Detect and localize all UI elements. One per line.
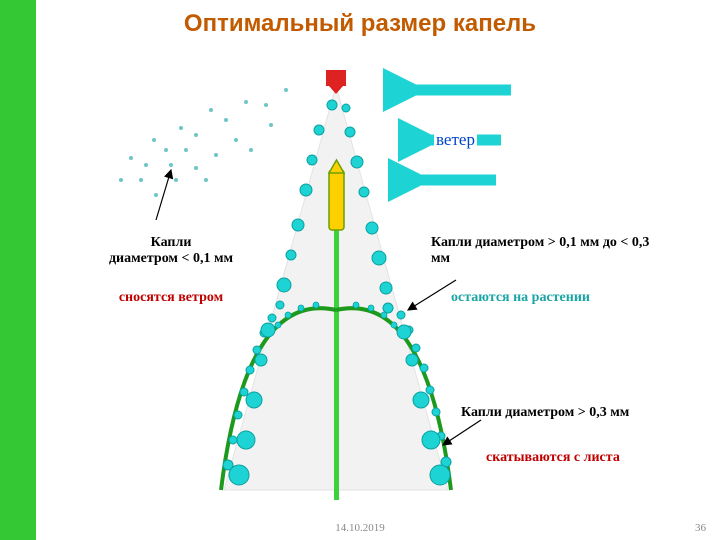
label-small-line1: Капли: [151, 235, 192, 250]
label-small-drops: Капли диаметром < 0,1 мм: [96, 235, 246, 267]
label-large-effect: скатываются с листа: [486, 450, 620, 466]
label-small-line2: диаметром < 0,1 мм: [109, 251, 233, 266]
label-medium-effect: остаются на растении: [451, 290, 590, 306]
footer-date: 14.10.2019: [0, 522, 720, 534]
label-large-drops: Капли диаметром > 0,3 мм: [461, 405, 701, 421]
label-small-effect: сносятся ветром: [111, 290, 231, 306]
slide-number: 36: [695, 522, 706, 534]
label-medium-drops: Капли диаметром > 0,1 мм до < 0,3 мм: [431, 235, 651, 267]
diagram-stage: ветер Капли диаметром < 0,1 мм сносятся …: [36, 50, 720, 510]
diagram-svg: [36, 50, 720, 510]
page-title: Оптимальный размер капель: [0, 10, 720, 38]
wind-label: ветер: [434, 130, 477, 150]
left-green-bar: [0, 0, 36, 540]
